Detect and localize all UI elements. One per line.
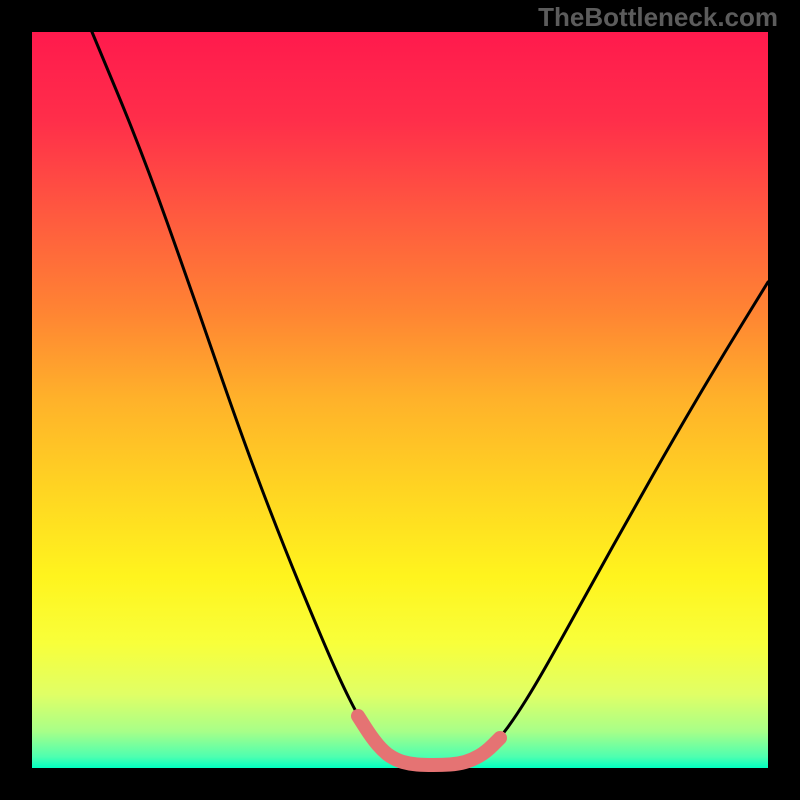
watermark-text: TheBottleneck.com xyxy=(538,2,778,33)
bottleneck-curve xyxy=(92,32,768,765)
optimal-zone-highlight xyxy=(358,716,500,765)
chart-canvas: TheBottleneck.com xyxy=(0,0,800,800)
curve-layer xyxy=(32,32,768,768)
plot-area xyxy=(32,32,768,768)
